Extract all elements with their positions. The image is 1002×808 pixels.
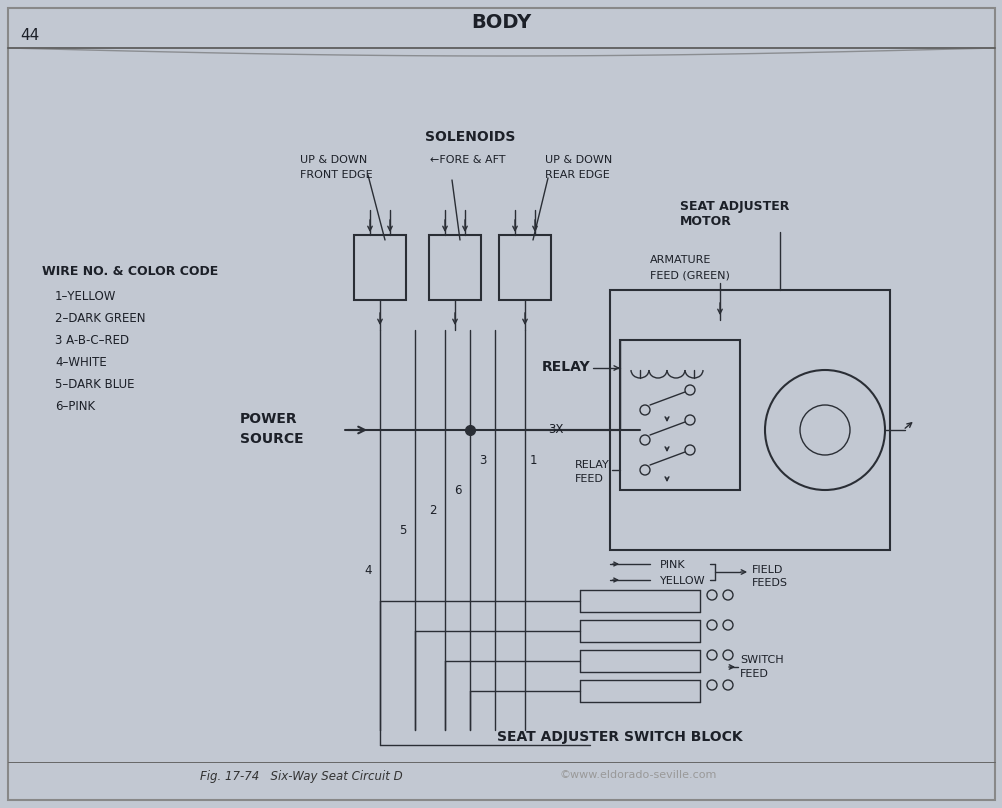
Text: 3: 3	[479, 453, 487, 466]
Text: SOLENOIDS: SOLENOIDS	[425, 130, 515, 144]
Text: 5–DARK BLUE: 5–DARK BLUE	[55, 378, 134, 391]
Text: PINK: PINK	[659, 560, 685, 570]
Text: UP & DOWN: UP & DOWN	[544, 155, 611, 165]
Text: REAR EDGE: REAR EDGE	[544, 170, 609, 180]
Text: SOURCE: SOURCE	[239, 432, 304, 446]
Text: Fig. 17-74   Six-Way Seat Circuit D: Fig. 17-74 Six-Way Seat Circuit D	[199, 770, 402, 783]
Text: ←FORE & AFT: ←FORE & AFT	[430, 155, 505, 165]
Bar	[429, 235, 481, 300]
Text: FEED: FEED	[574, 474, 603, 484]
Text: 4: 4	[364, 563, 372, 576]
Text: FEED (GREEN): FEED (GREEN)	[649, 270, 729, 280]
Text: UP & DOWN: UP & DOWN	[300, 155, 367, 165]
Text: 5: 5	[399, 524, 407, 537]
Text: RELAY: RELAY	[574, 460, 609, 470]
Text: FEEDS: FEEDS	[752, 578, 788, 588]
Text: RELAY: RELAY	[541, 360, 589, 374]
Text: 44: 44	[20, 27, 39, 43]
Bar	[609, 290, 889, 550]
Text: POWER: POWER	[239, 412, 298, 426]
Bar	[619, 340, 739, 490]
Text: 1–YELLOW: 1–YELLOW	[55, 290, 116, 303]
Text: SWITCH: SWITCH	[739, 655, 783, 665]
Text: ©www.eldorado-seville.com: ©www.eldorado-seville.com	[559, 770, 716, 780]
Text: 6–PINK: 6–PINK	[55, 400, 95, 413]
Text: 3X: 3X	[547, 423, 563, 436]
Text: SEAT ADJUSTER: SEAT ADJUSTER	[679, 200, 789, 213]
Text: 3 A-B-C–RED: 3 A-B-C–RED	[55, 334, 129, 347]
Text: 4–WHITE: 4–WHITE	[55, 356, 106, 369]
Bar	[499, 235, 550, 300]
Text: FRONT EDGE: FRONT EDGE	[300, 170, 373, 180]
Text: ARMATURE: ARMATURE	[649, 255, 710, 265]
Text: 6: 6	[454, 483, 462, 496]
Text: FIELD: FIELD	[752, 565, 783, 575]
Text: BODY: BODY	[470, 12, 531, 32]
Text: 2: 2	[429, 503, 437, 516]
Text: WIRE NO. & COLOR CODE: WIRE NO. & COLOR CODE	[42, 265, 218, 278]
Text: 1: 1	[529, 453, 537, 466]
Text: 2–DARK GREEN: 2–DARK GREEN	[55, 312, 145, 325]
Bar	[354, 235, 406, 300]
Text: FEED: FEED	[739, 669, 769, 679]
Text: SEAT ADJUSTER SWITCH BLOCK: SEAT ADJUSTER SWITCH BLOCK	[497, 730, 742, 744]
Text: YELLOW: YELLOW	[659, 576, 705, 586]
Text: MOTOR: MOTOR	[679, 215, 731, 228]
